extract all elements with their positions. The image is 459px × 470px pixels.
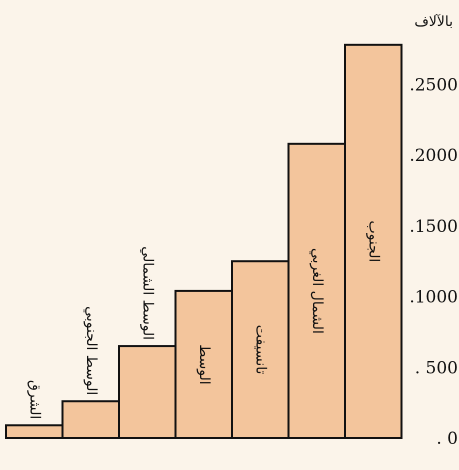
bar-label: الشمال الغربي: [309, 248, 325, 334]
bar-label: الوسط: [196, 344, 212, 384]
y-tick-label: .1000: [409, 288, 458, 308]
bar: [118, 345, 177, 440]
bar-label: الوسط الجنوبي: [83, 306, 99, 395]
bar: [344, 43, 403, 439]
bar: [231, 260, 290, 440]
bar-label: الوسط الشمالي: [139, 246, 155, 340]
bars: [5, 43, 403, 440]
bar-labels: الشرق الوسط الجنوبي الوسط الشمالي الوسط تانس…: [26, 220, 381, 419]
bar: [174, 289, 233, 439]
y-axis-ticks: .2500 .2000 .1500 .1000 . 500 . 0: [409, 75, 458, 449]
bar: [61, 400, 120, 440]
y-tick-label: . 0: [436, 429, 458, 449]
y-tick-label: .2500: [409, 75, 458, 95]
bar-label: الشرق: [26, 380, 42, 419]
y-tick-label: . 500: [415, 358, 458, 378]
bar-label: تانسيفت: [252, 325, 268, 375]
y-axis-unit-label: بالآلاف: [414, 13, 453, 30]
y-tick-label: .2000: [409, 146, 458, 166]
bar-label: الجنوب: [365, 220, 381, 262]
y-tick-label: .1500: [409, 217, 458, 237]
bar: [287, 142, 346, 439]
bar: [5, 424, 64, 439]
